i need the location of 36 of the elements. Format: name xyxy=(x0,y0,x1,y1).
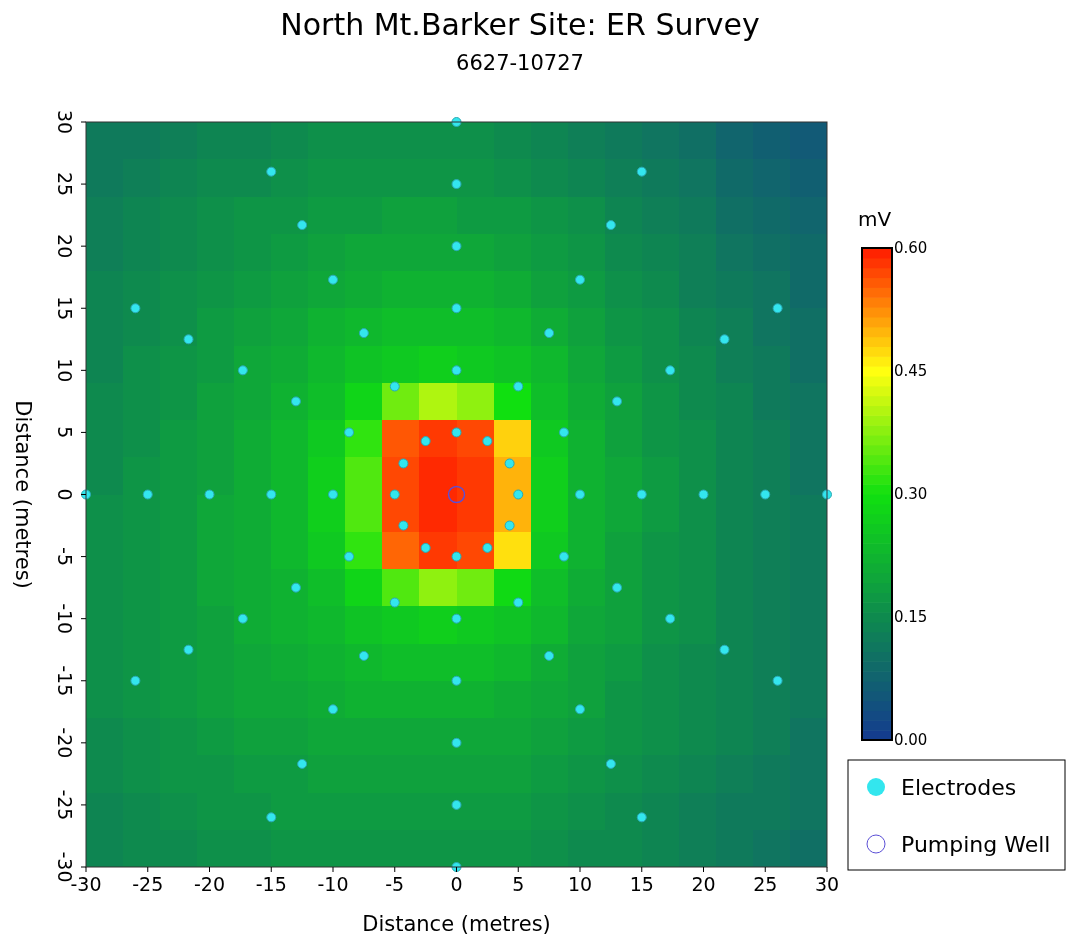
x-tick-label: 5 xyxy=(512,873,525,895)
x-tick-label: -25 xyxy=(132,873,164,895)
color-bar-label: 0.30 xyxy=(894,485,928,503)
y-tick-label: 10 xyxy=(54,358,76,383)
x-tick-label: -10 xyxy=(317,873,349,895)
color-bar-title: mV xyxy=(858,207,892,231)
color-bar-label: 0.60 xyxy=(894,239,928,257)
y-tick-label: 15 xyxy=(54,296,76,321)
legend-label: Pumping Well xyxy=(901,832,1051,857)
y-tick-label: -20 xyxy=(54,727,76,759)
x-tick-label: -5 xyxy=(385,873,405,895)
y-tick-label: 25 xyxy=(54,171,76,197)
color-bar-label: 0.45 xyxy=(894,362,928,380)
y-tick-label: 5 xyxy=(54,426,76,439)
x-tick-label: 0 xyxy=(450,873,463,895)
y-tick-label: 30 xyxy=(54,109,76,135)
x-tick-label: 15 xyxy=(629,873,654,895)
x-axis-title: Distance (metres) xyxy=(362,912,551,936)
y-tick-label: -5 xyxy=(54,547,76,567)
color-bar-label: 0.15 xyxy=(894,608,928,626)
chart-subtitle: 6627-10727 xyxy=(456,51,584,75)
y-tick-label: 20 xyxy=(54,234,76,259)
y-tick-label: -25 xyxy=(54,789,76,821)
color-bar-label: 0.00 xyxy=(894,731,928,749)
x-tick-label: 25 xyxy=(753,873,778,895)
x-tick-label: 30 xyxy=(814,873,840,895)
legend-label: Electrodes xyxy=(901,775,1017,800)
x-tick-label: 10 xyxy=(567,873,593,895)
x-tick-label: -20 xyxy=(193,873,226,895)
x-tick-label: -15 xyxy=(255,873,287,895)
y-tick-label: -10 xyxy=(54,603,76,635)
y-tick-label: 0 xyxy=(54,488,76,501)
y-axis-title: Distance (metres) xyxy=(11,400,35,589)
x-tick-label: 20 xyxy=(691,873,716,895)
chart-title: North Mt.Barker Site: ER Survey xyxy=(280,7,760,42)
y-tick-label: -15 xyxy=(54,665,76,697)
